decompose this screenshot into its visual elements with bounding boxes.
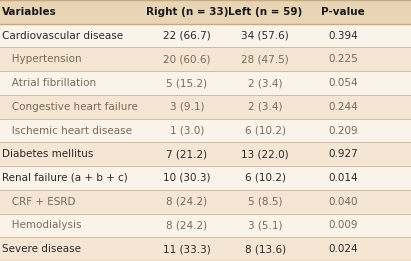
Bar xyxy=(0,95,411,119)
Text: 0.927: 0.927 xyxy=(328,149,358,159)
Text: 0.244: 0.244 xyxy=(328,102,358,112)
Text: Severe disease: Severe disease xyxy=(2,244,81,254)
Bar xyxy=(0,166,411,190)
Text: CRF + ESRD: CRF + ESRD xyxy=(2,197,76,207)
Bar xyxy=(0,0,411,24)
Bar xyxy=(0,213,411,237)
Text: 10 (30.3): 10 (30.3) xyxy=(163,173,211,183)
Bar xyxy=(0,142,411,166)
Text: 0.024: 0.024 xyxy=(328,244,358,254)
Text: Hemodialysis: Hemodialysis xyxy=(2,220,81,230)
Text: Left (n = 59): Left (n = 59) xyxy=(228,7,302,17)
Text: 2 (3.4): 2 (3.4) xyxy=(248,78,282,88)
Text: P-value: P-value xyxy=(321,7,365,17)
Text: 0.040: 0.040 xyxy=(328,197,358,207)
Text: Variables: Variables xyxy=(2,7,57,17)
Text: 8 (24.2): 8 (24.2) xyxy=(166,197,208,207)
Text: 0.054: 0.054 xyxy=(328,78,358,88)
Text: Congestive heart failure: Congestive heart failure xyxy=(2,102,138,112)
Text: 0.014: 0.014 xyxy=(328,173,358,183)
Text: 0.225: 0.225 xyxy=(328,54,358,64)
Text: 8 (24.2): 8 (24.2) xyxy=(166,220,208,230)
Text: Right (n = 33): Right (n = 33) xyxy=(146,7,228,17)
Text: 22 (66.7): 22 (66.7) xyxy=(163,31,211,41)
Text: Hypertension: Hypertension xyxy=(2,54,82,64)
Bar xyxy=(0,24,411,48)
Text: 3 (9.1): 3 (9.1) xyxy=(170,102,204,112)
Bar xyxy=(0,237,411,261)
Bar xyxy=(0,190,411,213)
Text: 11 (33.3): 11 (33.3) xyxy=(163,244,211,254)
Text: 3 (5.1): 3 (5.1) xyxy=(248,220,282,230)
Bar xyxy=(0,119,411,142)
Text: Cardiovascular disease: Cardiovascular disease xyxy=(2,31,123,41)
Text: 34 (57.6): 34 (57.6) xyxy=(241,31,289,41)
Text: 5 (8.5): 5 (8.5) xyxy=(248,197,282,207)
Text: 1 (3.0): 1 (3.0) xyxy=(170,126,204,135)
Text: 2 (3.4): 2 (3.4) xyxy=(248,102,282,112)
Text: Renal failure (a + b + c): Renal failure (a + b + c) xyxy=(2,173,128,183)
Text: 0.009: 0.009 xyxy=(328,220,358,230)
Text: 20 (60.6): 20 (60.6) xyxy=(163,54,211,64)
Text: 7 (21.2): 7 (21.2) xyxy=(166,149,208,159)
Bar xyxy=(0,71,411,95)
Text: Ischemic heart disease: Ischemic heart disease xyxy=(2,126,132,135)
Text: 6 (10.2): 6 (10.2) xyxy=(245,126,286,135)
Text: Diabetes mellitus: Diabetes mellitus xyxy=(2,149,93,159)
Text: 8 (13.6): 8 (13.6) xyxy=(245,244,286,254)
Bar xyxy=(0,48,411,71)
Text: 13 (22.0): 13 (22.0) xyxy=(241,149,289,159)
Text: 6 (10.2): 6 (10.2) xyxy=(245,173,286,183)
Text: 28 (47.5): 28 (47.5) xyxy=(241,54,289,64)
Text: 0.394: 0.394 xyxy=(328,31,358,41)
Text: Atrial fibrillation: Atrial fibrillation xyxy=(2,78,96,88)
Text: 0.209: 0.209 xyxy=(328,126,358,135)
Text: 5 (15.2): 5 (15.2) xyxy=(166,78,208,88)
